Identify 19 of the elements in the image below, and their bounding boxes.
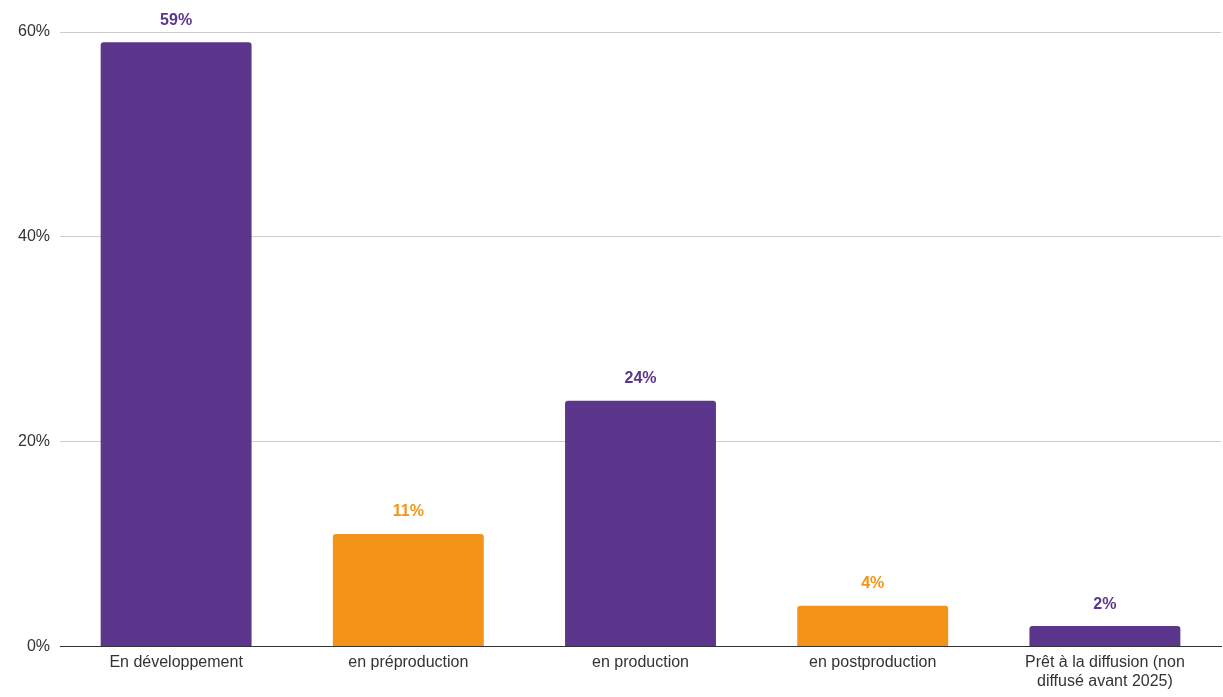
data-label: 2% [1093, 594, 1117, 612]
y-tick-label: 0% [26, 637, 51, 655]
bar [797, 605, 949, 647]
x-tick-label: en production [592, 652, 689, 670]
bar [565, 400, 716, 647]
x-tick-label: Prêt à la diffusion (non diffusé avant 2025) [1025, 652, 1185, 689]
data-label: 59% [160, 10, 193, 28]
y-tick-label: 40% [17, 227, 51, 245]
y-tick-label: 60% [17, 22, 51, 40]
data-label: 24% [624, 369, 657, 387]
x-tick-label: en préproduction [348, 652, 469, 670]
x-tick-label: en postproduction [809, 652, 937, 670]
bar [100, 42, 252, 647]
bar [1029, 626, 1181, 647]
x-tick-label: En développement [109, 652, 244, 670]
bar [332, 533, 484, 647]
y-tick-label: 20% [17, 432, 51, 450]
data-label: 4% [861, 574, 885, 592]
data-label: 11% [392, 502, 424, 520]
